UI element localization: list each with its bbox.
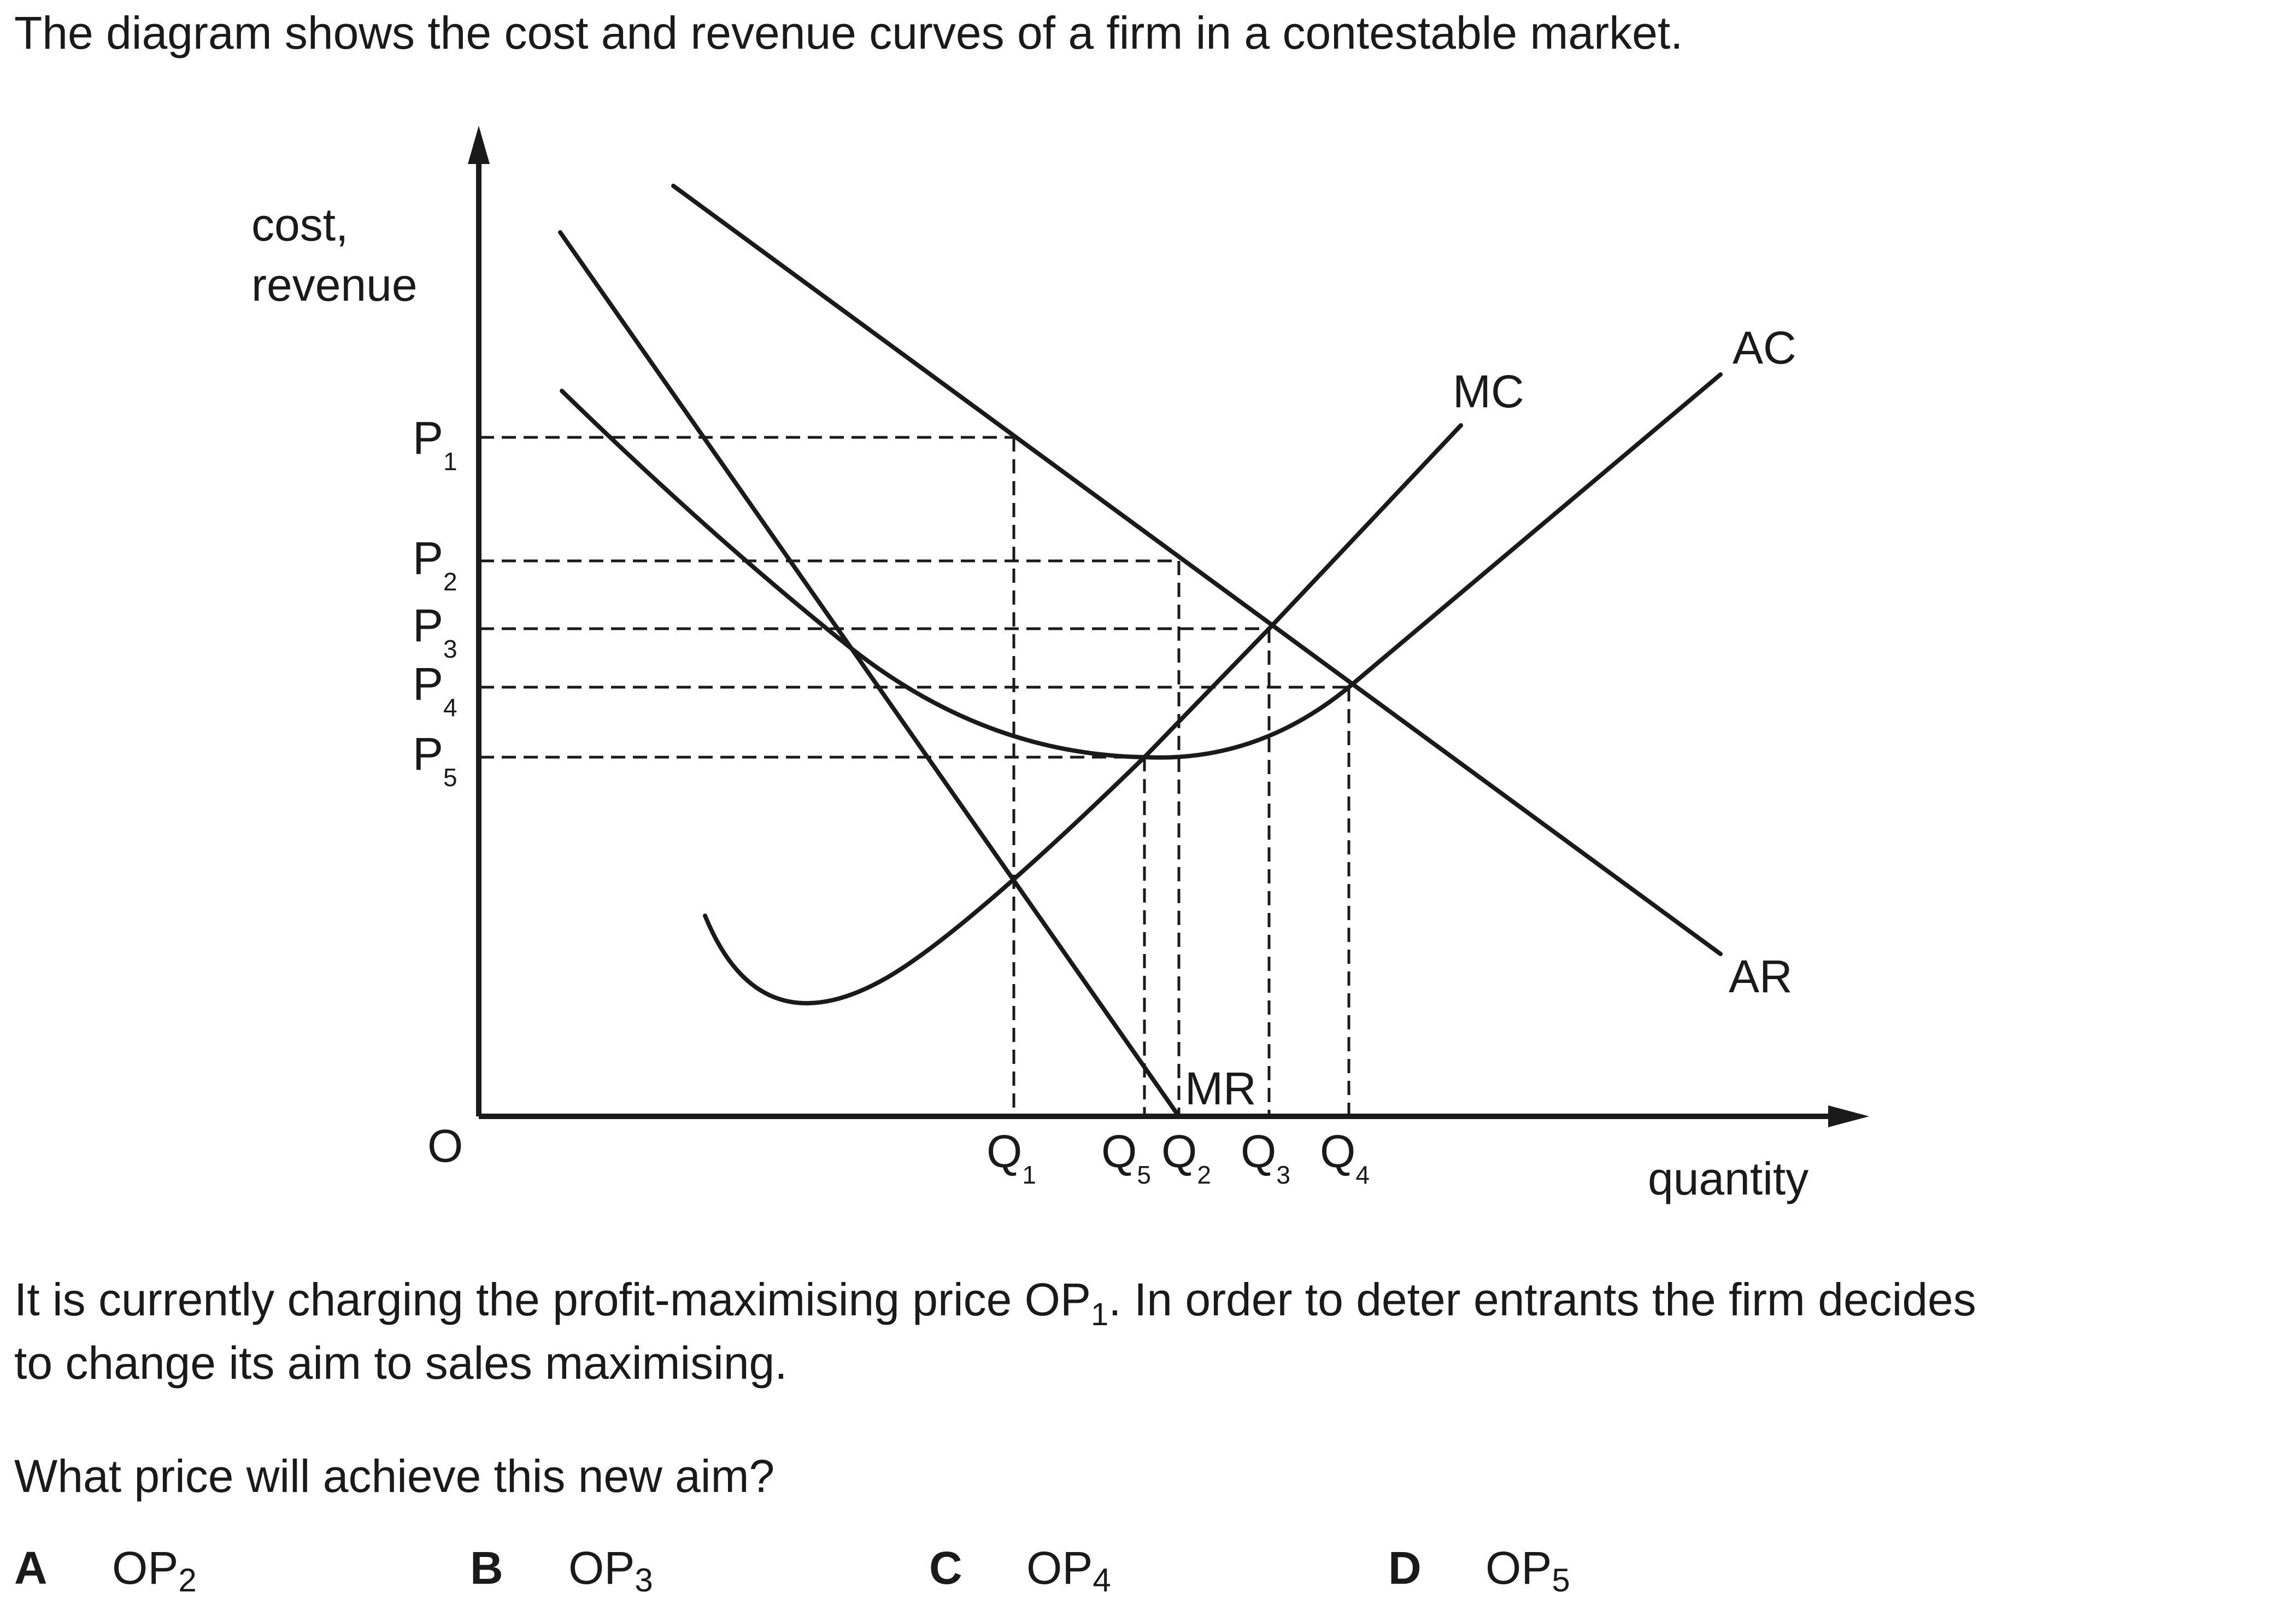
y-axis-label: cost, revenue: [251, 199, 418, 311]
option-a-text: OP2: [112, 1542, 197, 1599]
price-label-p1: P1: [413, 412, 457, 476]
question-line2: to change its aim to sales maximising.: [14, 1337, 788, 1389]
price-label-p5: P5: [413, 728, 457, 792]
price-labels: P1 P2 P3 P4 P5: [413, 412, 457, 792]
quantity-label-q5: Q5: [1101, 1126, 1151, 1189]
question-line1-end: . In order to deter entrants the firm de…: [1108, 1274, 1976, 1325]
price-label-p2: P2: [413, 532, 457, 596]
price-label-p4: P4: [413, 658, 457, 722]
x-axis-label: quantity: [1648, 1153, 1808, 1204]
quantity-labels: Q1 Q5 Q2 Q3 Q4: [986, 1126, 1370, 1189]
mc-label: MC: [1453, 366, 1524, 417]
intro-text: The diagram shows the cost and revenue c…: [14, 7, 1683, 58]
mr-label: MR: [1185, 1063, 1256, 1114]
option-d-text: OP5: [1485, 1542, 1570, 1599]
option-b-letter: B: [470, 1542, 503, 1594]
quantity-label-q1: Q1: [986, 1126, 1036, 1189]
option-c-text: OP4: [1026, 1542, 1111, 1599]
option-d-letter: D: [1388, 1542, 1422, 1594]
quantity-label-q2: Q2: [1161, 1126, 1211, 1189]
guide-lines: [480, 436, 1350, 1116]
option-a-letter: A: [14, 1542, 48, 1594]
option-c-letter: C: [929, 1542, 962, 1594]
option-b-text: OP3: [568, 1542, 653, 1599]
question-line1-start: It is currently charging the profit-maxi…: [14, 1274, 1091, 1325]
ac-label: AC: [1733, 322, 1796, 373]
origin-label: O: [427, 1120, 463, 1172]
ar-curve: [671, 184, 1723, 956]
y-axis-arrowhead: [468, 126, 490, 164]
x-axis-arrowhead: [1828, 1105, 1869, 1127]
quantity-label-q3: Q3: [1241, 1126, 1290, 1189]
question-line1-subscript: 1: [1091, 1296, 1109, 1332]
ar-label: AR: [1729, 951, 1793, 1002]
ac-curve: [560, 372, 1723, 760]
question-prompt: What price will achieve this new aim?: [14, 1450, 775, 1502]
mc-curve: [703, 423, 1463, 1005]
quantity-label-q4: Q4: [1320, 1126, 1370, 1189]
question-paragraph: It is currently charging the profit-maxi…: [14, 1271, 2255, 1391]
price-label-p3: P3: [413, 600, 457, 663]
mr-curve: [558, 230, 1181, 1119]
